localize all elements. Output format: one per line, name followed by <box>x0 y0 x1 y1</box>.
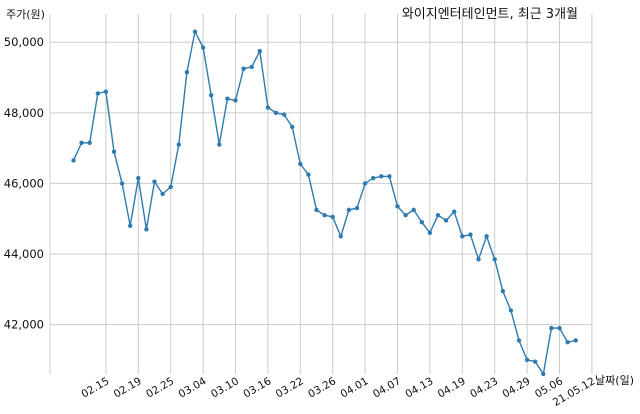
data-point <box>209 92 214 98</box>
data-point <box>476 257 481 262</box>
x-tick-label: 02.15 <box>79 375 111 400</box>
x-tick-label: 04.19 <box>436 375 468 400</box>
data-point <box>152 179 157 184</box>
data-point <box>387 174 392 179</box>
x-tick-label: 03.16 <box>241 375 273 401</box>
x-tick-label: 04.23 <box>468 375 500 400</box>
data-point <box>314 207 319 213</box>
data-point <box>160 191 165 197</box>
data-point <box>87 140 92 146</box>
data-point <box>427 230 433 236</box>
y-tick-label: 48,000 <box>4 106 44 120</box>
data-point <box>330 214 335 220</box>
data-point <box>557 325 562 331</box>
data-point <box>71 158 76 163</box>
data-point <box>192 29 198 34</box>
data-point <box>460 234 465 239</box>
y-tick-label: 46,000 <box>4 176 44 190</box>
data-point <box>136 175 141 181</box>
data-point <box>411 207 416 213</box>
data-point <box>541 371 546 377</box>
data-point <box>492 257 497 262</box>
data-point <box>225 96 230 101</box>
series <box>71 29 578 377</box>
data-point <box>273 110 279 116</box>
x-tick-label: 02.19 <box>112 375 144 400</box>
data-point <box>217 142 222 147</box>
data-point <box>573 338 578 343</box>
x-tick-label: 04.29 <box>501 375 533 400</box>
x-tick-label: 03.26 <box>306 375 338 401</box>
data-point <box>79 140 84 146</box>
data-point <box>111 149 117 154</box>
data-point <box>419 220 424 225</box>
data-point <box>403 212 408 218</box>
data-point <box>484 234 489 239</box>
x-tick-label: 04.07 <box>371 375 403 400</box>
x-tick-label: 03.10 <box>209 375 241 400</box>
data-point <box>468 232 473 237</box>
data-point <box>298 161 303 167</box>
data-point <box>184 70 190 75</box>
x-tick-label: 04.13 <box>403 375 435 400</box>
data-point <box>306 172 311 177</box>
data-point <box>265 105 271 110</box>
data-point <box>452 209 457 214</box>
data-point <box>168 184 173 190</box>
data-point <box>290 124 295 130</box>
x-axis-title: 날짜(일) <box>595 373 634 387</box>
data-point <box>338 234 343 239</box>
data-point <box>241 66 246 71</box>
data-point <box>443 218 449 223</box>
data-point <box>346 207 352 213</box>
data-point <box>524 357 530 363</box>
data-point <box>249 64 254 70</box>
data-point <box>371 175 376 181</box>
data-point <box>281 112 287 117</box>
data-point <box>395 204 400 209</box>
x-tick-label: 03.22 <box>274 375 306 400</box>
data-point <box>95 91 101 96</box>
data-point <box>533 359 538 364</box>
data-point <box>508 308 514 313</box>
data-point <box>549 325 554 331</box>
data-point <box>500 288 505 294</box>
x-tick-label: 03.04 <box>177 375 209 401</box>
y-tick-label: 42,000 <box>4 318 44 332</box>
data-point <box>379 174 384 179</box>
data-point <box>435 212 441 218</box>
y-tick-label: 44,000 <box>4 247 44 261</box>
chart-title: 와이지엔터테인먼트, 최근 3개월 <box>402 7 578 22</box>
price-line <box>72 29 576 376</box>
data-point <box>322 212 327 218</box>
data-point <box>354 205 360 211</box>
x-tick-label: 04.01 <box>339 375 371 400</box>
y-axis-title: 주가(원) <box>6 8 45 21</box>
data-point <box>233 98 238 103</box>
data-point <box>516 338 522 343</box>
data-point <box>144 227 149 232</box>
x-tick-label: 02.25 <box>144 375 176 400</box>
grid <box>50 14 593 374</box>
data-point <box>257 48 262 54</box>
data-point <box>565 340 570 345</box>
data-point <box>200 45 206 50</box>
data-point <box>119 181 125 186</box>
data-point <box>362 181 368 186</box>
data-point <box>176 142 181 147</box>
data-point <box>103 89 109 94</box>
y-tick-label: 50,000 <box>4 35 44 49</box>
data-point <box>128 223 133 228</box>
